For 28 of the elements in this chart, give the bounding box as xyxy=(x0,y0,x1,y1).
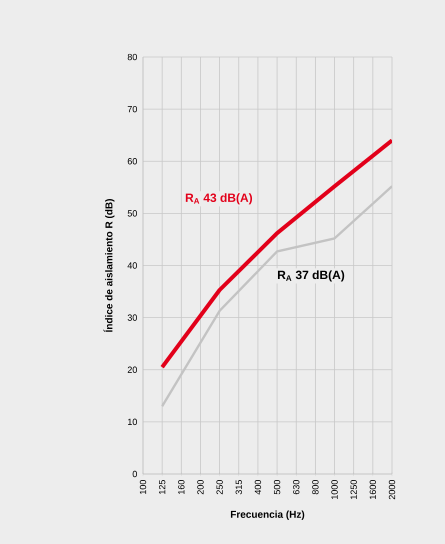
y-tick-label: 10 xyxy=(128,418,137,426)
y-tick-label: 20 xyxy=(128,366,137,373)
y-tick-label: 70 xyxy=(128,106,137,112)
x-tick-label: 200 xyxy=(197,480,204,494)
x-tick-label: 315 xyxy=(236,480,242,494)
y-tick-label: 40 xyxy=(128,262,137,269)
y-tick-label: 60 xyxy=(128,158,137,164)
x-tick-label: 2000 xyxy=(388,480,396,500)
x-tick-label: 1600 xyxy=(370,480,376,499)
x-axis-title: Frecuencia (Hz) xyxy=(230,510,304,520)
x-tick-label: 1250 xyxy=(350,480,357,499)
line-series xyxy=(160,138,392,370)
text: R$_{A}$ 43 dB(A) xyxy=(186,193,252,204)
x-tick-label: 250 xyxy=(216,480,223,494)
y-axis-title: Índice de aislamiento R (dB) xyxy=(104,199,114,332)
x-tick-label: 800 xyxy=(312,480,319,494)
y-tick-label: 50 xyxy=(128,210,137,217)
x-tick-label: 1000 xyxy=(331,480,338,499)
y-tick-label: 80 xyxy=(128,54,137,60)
x-tick-label: 400 xyxy=(254,480,262,494)
y-tick-label: 0 xyxy=(132,470,137,478)
series-label: R$_{A}$ 37 dB(A) xyxy=(278,270,344,282)
x-tick-label: 100 xyxy=(140,480,146,494)
x-tick-label: 500 xyxy=(274,480,280,494)
x-tick-label: 630 xyxy=(293,480,300,494)
x-tick-label: 160 xyxy=(178,480,184,494)
x-tick-label: 125 xyxy=(158,480,166,494)
y-tick-label: 30 xyxy=(128,314,137,321)
